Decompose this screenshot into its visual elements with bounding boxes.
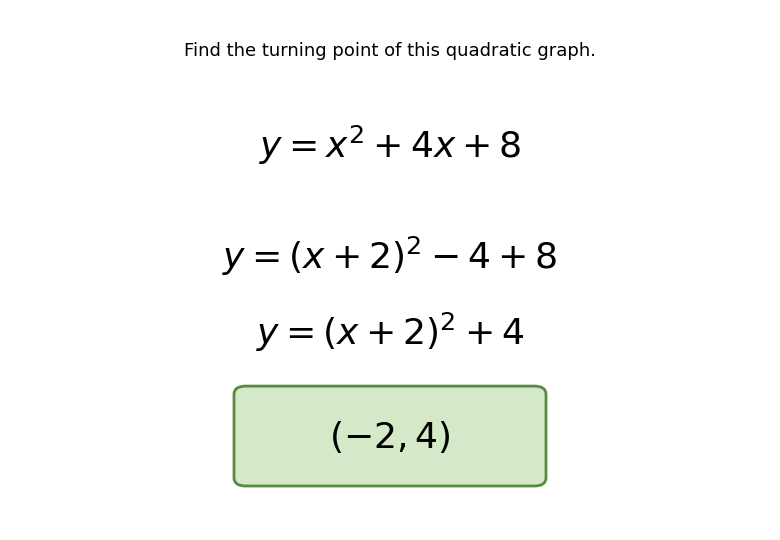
Text: $y = x^2 + 4x + 8$: $y = x^2 + 4x + 8$	[259, 124, 521, 167]
FancyBboxPatch shape	[234, 386, 546, 486]
Text: $y = (x + 2)^2 + 4$: $y = (x + 2)^2 + 4$	[256, 310, 524, 354]
Text: Find the turning point of this quadratic graph.: Find the turning point of this quadratic…	[184, 42, 596, 60]
Text: $y = (x + 2)^2 - 4 + 8$: $y = (x + 2)^2 - 4 + 8$	[222, 235, 558, 278]
Text: $(-2, 4)$: $(-2, 4)$	[329, 420, 451, 455]
